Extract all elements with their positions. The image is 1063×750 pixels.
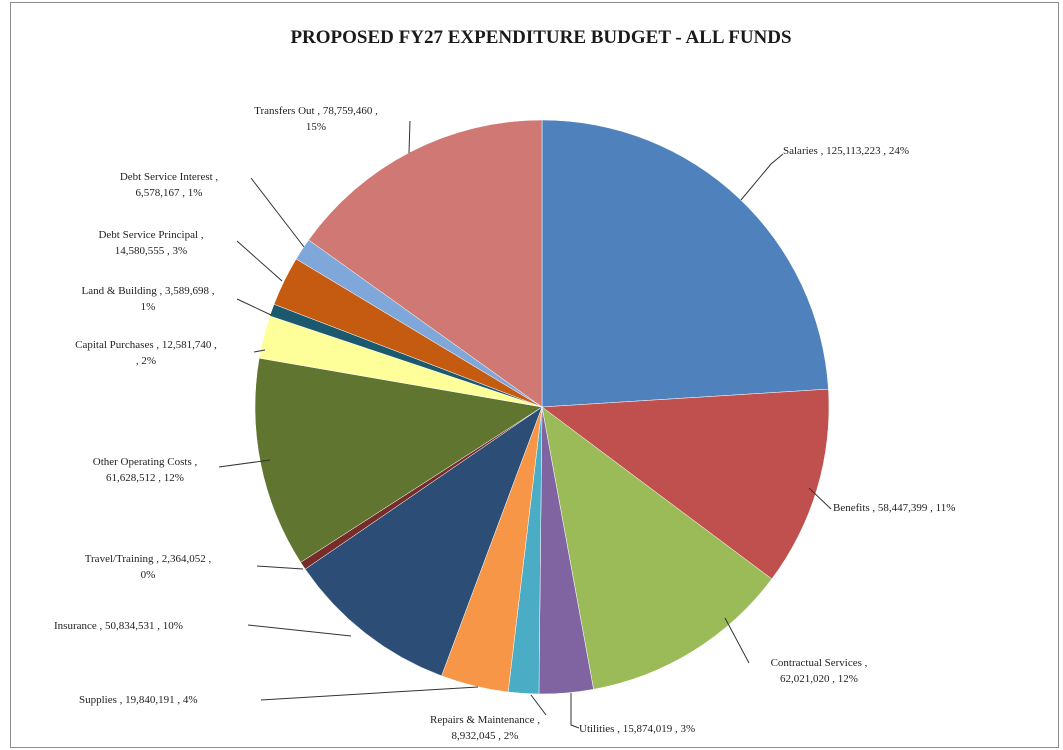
chart-frame: PROPOSED FY27 EXPENDITURE BUDGET - ALL F… <box>10 2 1059 748</box>
labels-layer: Salaries , 125,113,223 , 24% Benefits , 5… <box>54 105 955 742</box>
pie-chart: PROPOSED FY27 EXPENDITURE BUDGET - ALL F… <box>54 27 955 742</box>
leader-line <box>808 487 832 510</box>
slice-data-label: Benefits , 58,447,399 , 11% <box>833 502 955 514</box>
slice-label-line: Debt Service Interest , <box>120 171 219 183</box>
slices-layer <box>254 119 830 695</box>
leader-line <box>218 459 271 468</box>
slice-label-line: , 2% <box>136 355 156 367</box>
leader-line <box>530 694 547 716</box>
slice-label-line: 15% <box>306 121 326 133</box>
slice-label-line: Utilities , 15,874,019 , 3% <box>579 723 695 735</box>
leaders-layer <box>218 120 832 729</box>
slice-data-label: Repairs & Maintenance , 8,932,045 , 2% <box>430 714 540 742</box>
slice-label-line: Repairs & Maintenance , <box>430 714 540 726</box>
slice-label-line: Travel/Training , 2,364,052 , <box>85 553 212 565</box>
slice-data-label: Utilities , 15,874,019 , 3% <box>579 723 695 735</box>
leader-line <box>247 624 352 637</box>
slice-label-line: Supplies , 19,840,191 , 4% <box>79 694 198 706</box>
slice-label-line: Debt Service Principal , <box>98 229 203 241</box>
slice-label-line: 1% <box>141 301 156 313</box>
slice-label-line: Capital Purchases , 12,581,740 , <box>75 339 217 351</box>
slice-label-line: Other Operating Costs , <box>93 456 198 468</box>
slice-label-line: Transfers Out , 78,759,460 , <box>254 105 378 117</box>
slice-data-label: Insurance , 50,834,531 , 10% <box>54 620 183 632</box>
leader-line <box>260 686 479 701</box>
pie-slice-insurance <box>304 406 543 677</box>
slice-label-line: 61,628,512 , 12% <box>106 472 184 484</box>
leader-line <box>236 298 272 316</box>
chart-title: PROPOSED FY27 EXPENDITURE BUDGET - ALL F… <box>290 27 791 48</box>
slice-label-line: 14,580,555 , 3% <box>115 245 187 257</box>
slice-label-line: Salaries , 125,113,223 , 24% <box>783 145 909 157</box>
pie-slice-contractual-services <box>541 406 773 690</box>
slice-label-line: Contractual Services , <box>771 657 868 669</box>
slice-data-label: Debt Service Principal , 14,580,555 , 3% <box>98 229 203 257</box>
leader-line <box>256 565 304 570</box>
pie-slice-transfers-out <box>308 119 543 408</box>
slice-data-label: Land & Building , 3,589,698 , 1% <box>82 285 215 313</box>
slice-data-label: Capital Purchases , 12,581,740 , , 2% <box>75 339 217 367</box>
slice-data-label: Contractual Services , 62,021,020 , 12% <box>771 657 868 685</box>
leader-line <box>408 120 411 154</box>
pie-slice-other-operating-costs <box>254 357 543 563</box>
leader-line <box>740 153 784 201</box>
leader-line <box>724 617 750 664</box>
slice-label-line: Benefits , 58,447,399 , 11% <box>833 502 955 514</box>
slice-label-line: 62,021,020 , 12% <box>780 673 858 685</box>
slice-data-label: Salaries , 125,113,223 , 24% <box>783 145 909 157</box>
slice-label-line: Land & Building , 3,589,698 , <box>82 285 215 297</box>
slice-data-label: Transfers Out , 78,759,460 , 15% <box>254 105 378 133</box>
leader-line <box>250 177 305 248</box>
pie-slice-benefits <box>541 388 830 580</box>
pie-slice-salaries <box>541 119 829 408</box>
slice-data-label: Debt Service Interest , 6,578,167 , 1% <box>120 171 219 199</box>
slice-label-line: Insurance , 50,834,531 , 10% <box>54 620 183 632</box>
slice-data-label: Supplies , 19,840,191 , 4% <box>79 694 198 706</box>
leader-line <box>253 349 266 353</box>
leader-line <box>236 240 283 282</box>
slice-label-line: 6,578,167 , 1% <box>136 187 203 199</box>
slice-data-label: Travel/Training , 2,364,052 , 0% <box>85 553 212 581</box>
slice-data-label: Other Operating Costs , 61,628,512 , 12% <box>93 456 198 484</box>
slice-label-line: 0% <box>141 569 156 581</box>
leader-line <box>570 693 580 729</box>
slice-label-line: 8,932,045 , 2% <box>452 730 519 742</box>
